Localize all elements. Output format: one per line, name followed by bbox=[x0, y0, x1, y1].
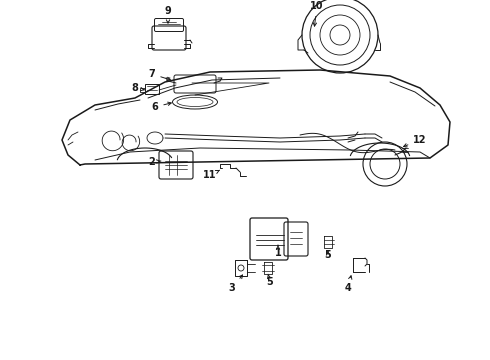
Text: 5: 5 bbox=[325, 250, 331, 260]
Text: 4: 4 bbox=[344, 276, 352, 293]
Text: 1: 1 bbox=[274, 245, 281, 258]
Bar bbox=[145, 84, 159, 94]
Text: 6: 6 bbox=[151, 102, 171, 112]
Text: 11: 11 bbox=[203, 170, 220, 180]
Text: 10: 10 bbox=[310, 1, 324, 26]
Text: 9: 9 bbox=[165, 6, 172, 23]
Text: 3: 3 bbox=[229, 275, 243, 293]
Text: 8: 8 bbox=[131, 83, 144, 93]
Text: 12: 12 bbox=[404, 135, 427, 147]
Text: 5: 5 bbox=[267, 274, 273, 287]
Text: 2: 2 bbox=[148, 157, 161, 167]
Text: 7: 7 bbox=[148, 69, 171, 80]
